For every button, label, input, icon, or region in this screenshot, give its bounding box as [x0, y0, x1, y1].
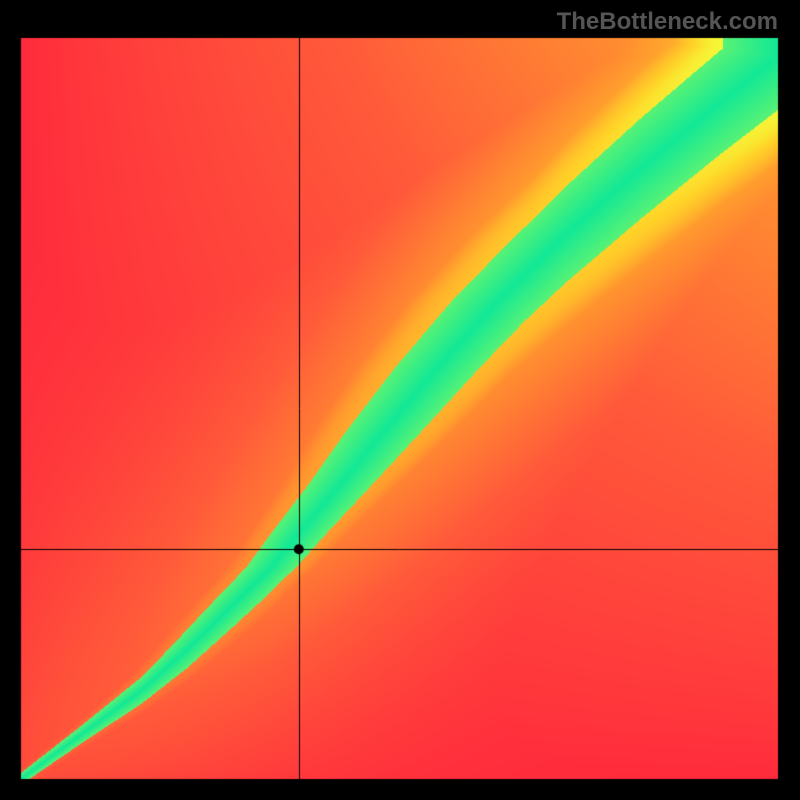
bottleneck-heatmap — [0, 0, 800, 800]
watermark-text: TheBottleneck.com — [557, 8, 778, 36]
